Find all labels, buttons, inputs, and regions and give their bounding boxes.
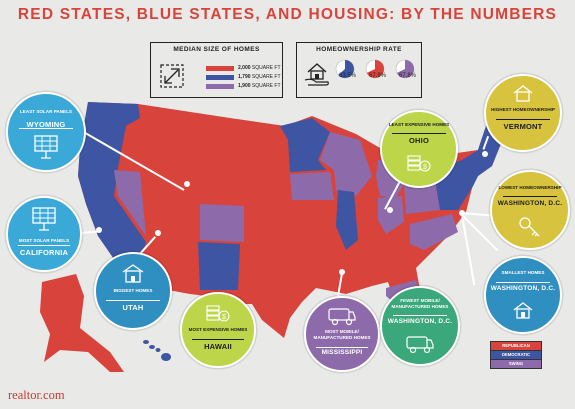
rv-icon — [328, 308, 356, 326]
home-in-hand-icon — [304, 63, 329, 86]
map-pennsylvania — [404, 184, 440, 214]
callout-dc-smallest-name: WASHINGTON, D.C. — [490, 285, 556, 292]
callout-utah-sub: BIGGEST HOMES — [113, 288, 153, 293]
dot-vermont — [482, 151, 488, 157]
callout-dc-mobile-sub: FEWEST MOBILE/ MANUFACTURED HOMES — [391, 298, 449, 309]
map-minnesota — [280, 118, 330, 172]
dot-utah — [155, 230, 161, 236]
key-icon — [519, 217, 540, 237]
callout-mississippi: MOST MOBILE/ MANUFACTURED HOMES MISSISSI… — [304, 296, 380, 372]
callout-dc-lowest-sub: LOWEST HOMEOWNERSHIP — [498, 185, 562, 190]
map-hawaii — [143, 340, 171, 361]
callout-ohio: LEAST EXPENSIVE HOMES OHIO $ — [380, 110, 458, 188]
callout-mississippi-sub: MOST MOBILE/ MANUFACTURED HOMES — [313, 329, 371, 340]
svg-text:$: $ — [222, 314, 226, 321]
pie-slice-purple — [396, 60, 414, 78]
page-title: RED STATES, BLUE STATES, AND HOUSING: BY… — [17, 6, 558, 23]
dot-wyoming — [184, 181, 190, 187]
rate-label-democratic: 63.5% — [339, 73, 357, 79]
house-icon — [513, 302, 533, 319]
median-row-republican: 2,000 SQUARE FT — [206, 65, 281, 71]
callout-vermont: HIGHEST HOMEOWNERSHIP VERMONT — [484, 74, 562, 152]
callout-mississippi-name: MISSISSIPPI — [321, 349, 363, 356]
map-great-lakes — [320, 132, 372, 196]
callout-california-sub: MOST SOLAR PANELS — [18, 238, 70, 243]
realtor-logo: realtor.com — [8, 388, 65, 402]
callout-california-name: CALIFORNIA — [19, 248, 69, 257]
solar-panel-icon — [34, 135, 58, 159]
dot-california — [96, 227, 102, 233]
rate-label-swing: 67.8% — [399, 73, 417, 79]
solar-panel-icon — [32, 207, 56, 231]
key-swing: SWING — [490, 359, 542, 369]
median-row-democratic: 1,790 SQUARE FT — [206, 74, 281, 80]
callout-hawaii-name: HAWAII — [204, 342, 232, 351]
house-icon — [513, 85, 533, 102]
svg-text:$: $ — [423, 164, 427, 171]
map-virginia — [410, 214, 458, 250]
callout-hawaii-sub: MOST EXPENSIVE HOMES — [188, 327, 248, 332]
callout-utah-name: UTAH — [122, 303, 144, 312]
rate-label-republican: 67.9% — [369, 73, 387, 79]
homeownership-pies — [335, 59, 415, 79]
map-illinois — [336, 190, 358, 250]
callout-dc-mobile-name: WASHINGTON, D.C. — [387, 318, 453, 325]
callout-dc-smallest-homes: SMALLEST HOMES WASHINGTON, D.C. — [484, 256, 562, 334]
callout-ohio-sub: LEAST EXPENSIVE HOMES — [388, 122, 450, 127]
median-size-box: MEDIAN SIZE OF HOMES 2,000 SQUARE FT 1,7… — [150, 42, 283, 98]
map-new-mexico — [198, 242, 240, 290]
map-colorado — [200, 204, 244, 242]
pie-slice-red — [366, 60, 384, 78]
dot-mississippi — [339, 269, 345, 275]
callout-dc-lowest-homeownership: LOWEST HOMEOWNERSHIP WASHINGTON, D.C. — [490, 170, 570, 250]
median-row-swing: 1,900 SQUARE FT — [206, 83, 281, 89]
callout-dc-fewest-mobile: FEWEST MOBILE/ MANUFACTURED HOMES WASHIN… — [380, 286, 460, 366]
rv-icon — [406, 336, 434, 354]
callout-ohio-name: OHIO — [409, 136, 429, 145]
median-size-heading: MEDIAN SIZE OF HOMES — [173, 46, 260, 53]
pie-slice-blue — [338, 60, 354, 78]
money-stack-icon: $ — [206, 305, 230, 322]
dot-dc — [459, 210, 465, 216]
callout-dc-lowest-name: WASHINGTON, D.C. — [497, 200, 563, 207]
callout-wyoming-name: WYOMING — [26, 120, 66, 129]
map-nevada — [114, 170, 146, 236]
map-pacific-states — [78, 102, 146, 262]
map-iowa — [290, 172, 334, 200]
callout-utah: BIGGEST HOMES UTAH — [94, 252, 172, 330]
money-stack-icon: $ — [407, 155, 431, 172]
dot-ohio — [387, 207, 393, 213]
callout-california: MOST SOLAR PANELS CALIFORNIA — [6, 196, 82, 272]
callout-vermont-sub: HIGHEST HOMEOWNERSHIP — [491, 107, 555, 112]
callout-dc-smallest-sub: SMALLEST HOMES — [501, 270, 545, 275]
house-icon — [122, 264, 144, 283]
callout-vermont-name: VERMONT — [503, 122, 543, 131]
map-alaska — [40, 274, 124, 372]
callout-wyoming-sub: LEAST SOLAR PANELS — [20, 109, 72, 114]
callout-wyoming: LEAST SOLAR PANELS WYOMING — [6, 92, 86, 172]
callout-hawaii: $ MOST EXPENSIVE HOMES HAWAII — [180, 292, 256, 368]
expand-icon — [160, 64, 184, 88]
homeownership-heading: HOMEOWNERSHIP RATE — [316, 46, 402, 53]
